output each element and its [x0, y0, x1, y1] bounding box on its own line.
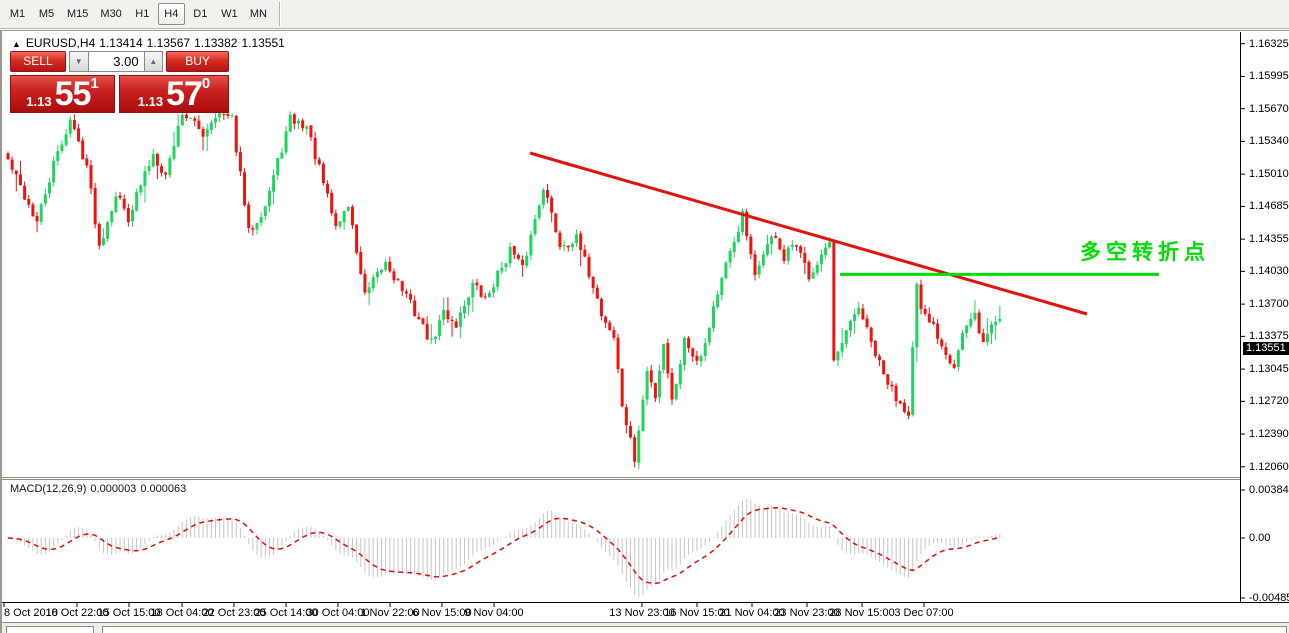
- time-axis-label: 10 Oct 22:00: [45, 607, 109, 619]
- time-axis-label: 21 Nov 04:00: [719, 607, 785, 619]
- ask-big: 57: [166, 75, 203, 113]
- timeframe-toolbar: M1 M5 M15 M30 H1 H4 D1 W1 MN: [0, 0, 1289, 29]
- price-axis-label: 1.15010: [1249, 168, 1289, 181]
- candlestick-chart-canvas[interactable]: [2, 31, 1289, 633]
- macd-signal-value: 0.000063: [140, 483, 187, 495]
- chart-window[interactable]: ▲ EURUSD,H4 1.13414 1.13567 1.13382 1.13551 S…: [0, 30, 1289, 633]
- price-axis-label: 1.15340: [1249, 135, 1289, 148]
- current-price-badge: 1.13551: [1243, 341, 1289, 355]
- bid-base: 1.13: [26, 94, 52, 109]
- time-axis-label: 6 Nov 15:00: [412, 607, 472, 619]
- price-axis-label: 1.12720: [1249, 395, 1289, 408]
- ask-pip: 0: [201, 75, 211, 92]
- time-axis-label: 8 Oct 2018: [4, 607, 58, 619]
- macd-main-value: 0.000003: [90, 483, 137, 495]
- price-axis-label: 1.14030: [1249, 265, 1289, 278]
- terminal-tab[interactable]: [6, 626, 94, 633]
- chart-marker-icon: ▲: [12, 39, 21, 49]
- time-axis-label: 30 Oct 04:00: [306, 607, 370, 619]
- sell-button[interactable]: SELL: [10, 51, 66, 72]
- time-axis-label: 15 Oct 15:00: [97, 607, 161, 619]
- bid-big: 55: [54, 75, 92, 113]
- timeframe-button-h4[interactable]: H4: [157, 3, 185, 25]
- buy-button[interactable]: BUY: [166, 51, 229, 72]
- price-axis-label: 1.13700: [1249, 298, 1289, 311]
- close-value: 1.13551: [241, 36, 285, 50]
- macd-axis-label: -0.004856: [1249, 592, 1289, 604]
- timeframe-button-w1[interactable]: W1: [216, 3, 243, 25]
- timeframe-button-m1[interactable]: M1: [4, 3, 31, 25]
- time-axis-label: 18 Oct 04:00: [150, 607, 214, 619]
- price-axis-label: 1.12390: [1249, 428, 1289, 441]
- time-axis-label: 23 Nov 23:00: [774, 607, 840, 619]
- high-value: 1.13567: [146, 36, 191, 50]
- price-axis-label: 1.13045: [1249, 363, 1289, 376]
- volume-decrease-icon[interactable]: ▼: [68, 51, 89, 72]
- time-axis-label: 9 Nov 04:00: [464, 607, 524, 619]
- symbol-period: EURUSD,H4: [25, 36, 96, 50]
- low-value: 1.13382: [194, 36, 238, 50]
- price-axis-label: 1.15670: [1249, 102, 1289, 115]
- time-axis-label: 22 Oct 23:00: [202, 607, 266, 619]
- open-value: 1.13414: [99, 36, 143, 50]
- volume-input[interactable]: [88, 51, 144, 72]
- chart-title: ▲ EURUSD,H4 1.13414 1.13567 1.13382 1.13551: [12, 36, 289, 50]
- volume-increase-icon[interactable]: ▲: [143, 51, 164, 72]
- macd-axis-label: 0.003847: [1249, 484, 1289, 496]
- timeframe-button-h1[interactable]: H1: [129, 3, 156, 25]
- macd-indicator-label: MACD(12,26,9) 0.000003 0.000063: [10, 483, 190, 495]
- macd-name: MACD(12,26,9): [10, 483, 87, 495]
- bid-pip: 1: [90, 75, 99, 92]
- turning-point-annotation: 多空转折点: [1080, 241, 1210, 264]
- price-axis-label: 1.14685: [1249, 200, 1289, 213]
- time-axis-label: 13 Nov 23:00: [609, 607, 675, 619]
- timeframe-button-m5[interactable]: M5: [33, 3, 60, 25]
- ask-base: 1.13: [137, 94, 164, 109]
- time-axis-label: 16 Nov 15:00: [664, 607, 730, 619]
- price-axis-label: 1.15995: [1249, 70, 1289, 83]
- time-axis-label: 28 Nov 15:00: [829, 607, 895, 619]
- price-axis-label: 1.12060: [1249, 460, 1289, 473]
- timeframe-button-d1[interactable]: D1: [187, 3, 214, 25]
- bid-price-tile[interactable]: 1.13 55 1: [10, 75, 115, 113]
- price-axis-label: 1.14355: [1249, 233, 1289, 246]
- time-axis-label: 25 Oct 14:00: [254, 607, 318, 619]
- toolbar-separator: [278, 2, 281, 26]
- macd-axis-label: 0.00: [1249, 532, 1271, 544]
- bottom-panel-strip: [2, 622, 1289, 633]
- ask-price-tile[interactable]: 1.13 57 0: [119, 75, 229, 113]
- timeframe-button-m30[interactable]: M30: [95, 3, 126, 25]
- timeframe-button-mn[interactable]: MN: [245, 3, 272, 25]
- timeframe-button-m15[interactable]: M15: [62, 3, 93, 25]
- price-axis-label: 1.16325: [1249, 37, 1289, 50]
- price-axis-label: 1.13375: [1249, 330, 1289, 343]
- time-axis-label: 1 Nov 22:00: [360, 607, 420, 619]
- time-axis-label: 3 Dec 07:00: [894, 607, 954, 619]
- one-click-trading-panel: SELL ▼ ▲ BUY 1.13 55 1 1.13 57 0: [10, 51, 229, 113]
- terminal-panel-edge: [102, 626, 1287, 633]
